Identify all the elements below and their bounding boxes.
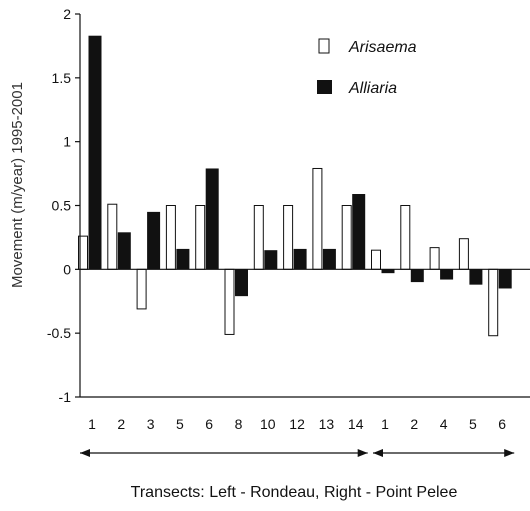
y-tick-label: 1.5 — [52, 70, 72, 86]
bar-arisaema — [253, 205, 264, 270]
bar-alliaria — [235, 269, 248, 297]
legend-swatch-outline — [318, 38, 330, 54]
x-tick-label: 6 — [498, 416, 506, 432]
bar-alliaria — [88, 35, 102, 270]
y-tick-label: -1 — [59, 389, 72, 405]
x-tick-label: 5 — [176, 416, 184, 432]
bar-alliaria — [381, 269, 395, 274]
bar-arisaema — [488, 268, 499, 337]
bar-alliaria — [410, 269, 424, 283]
x-tick-label: 12 — [289, 416, 305, 432]
x-tick-label: 8 — [235, 416, 243, 432]
x-tick-label: 2 — [117, 416, 125, 432]
x-tick-label: 10 — [260, 416, 276, 432]
bar-arisaema — [458, 238, 469, 270]
bar-alliaria — [498, 269, 512, 289]
axes — [79, 14, 530, 398]
bars — [78, 35, 512, 337]
bar-arisaema — [341, 205, 352, 270]
x-tick-label: 1 — [88, 416, 96, 432]
x-tick-label: 4 — [440, 416, 448, 432]
bar-arisaema — [283, 205, 294, 270]
y-ticks: -1 -0.5 0 0.5 1 1.5 2 — [47, 6, 80, 405]
bar-arisaema — [400, 205, 411, 270]
y-axis-label: Movement (m/year) 1995-2001 — [9, 82, 26, 288]
bar-alliaria — [147, 211, 161, 270]
y-tick-label: 0.5 — [52, 198, 72, 214]
x-tick-label: 14 — [348, 416, 364, 432]
bar-alliaria — [322, 248, 336, 270]
x-tick-label: 6 — [205, 416, 213, 432]
bar-arisaema — [195, 205, 206, 270]
x-tick-label: 3 — [147, 416, 155, 432]
bar-arisaema — [312, 167, 323, 270]
legend-swatch-solid — [317, 80, 332, 94]
y-tick-label: 2 — [63, 6, 71, 22]
x-tick-label: 2 — [410, 416, 418, 432]
legend-item-arisaema: Arisaema — [318, 38, 417, 56]
bar-arisaema — [371, 249, 381, 270]
x-axis-label: Transects: Left - Rondeau, Right - Point… — [131, 484, 458, 501]
group-arrow — [80, 449, 368, 457]
x-tick-labels: 1 2 3 5 6 8 10 12 13 14 1 2 4 5 6 — [88, 416, 506, 432]
legend-item-alliaria: Alliaria — [317, 80, 397, 97]
bar-arisaema — [107, 203, 118, 270]
bar-alliaria — [440, 269, 454, 280]
y-tick-label: 0 — [63, 261, 71, 277]
bar-alliaria — [469, 269, 483, 285]
y-tick-label: 1 — [63, 134, 71, 150]
x-tick-label: 1 — [381, 416, 389, 432]
bar-alliaria — [117, 232, 131, 270]
bar-arisaema — [78, 235, 88, 270]
bar-arisaema — [224, 268, 235, 335]
bar-alliaria — [264, 250, 278, 270]
x-tick-label: 13 — [319, 416, 335, 432]
bar-arisaema — [429, 247, 440, 270]
bar-arisaema — [165, 205, 176, 270]
legend-label-alliaria: Alliaria — [348, 80, 397, 97]
bar-alliaria — [352, 194, 366, 270]
group-arrows — [80, 449, 515, 457]
bar-alliaria — [205, 168, 219, 270]
y-tick-label: -0.5 — [47, 325, 71, 341]
legend: Arisaema Alliaria — [317, 38, 417, 97]
bar-arisaema — [136, 268, 147, 310]
bar-alliaria — [176, 248, 190, 270]
group-arrow — [373, 449, 515, 457]
x-tick-label: 5 — [469, 416, 477, 432]
legend-label-arisaema: Arisaema — [348, 39, 417, 56]
bar-alliaria — [293, 248, 307, 270]
